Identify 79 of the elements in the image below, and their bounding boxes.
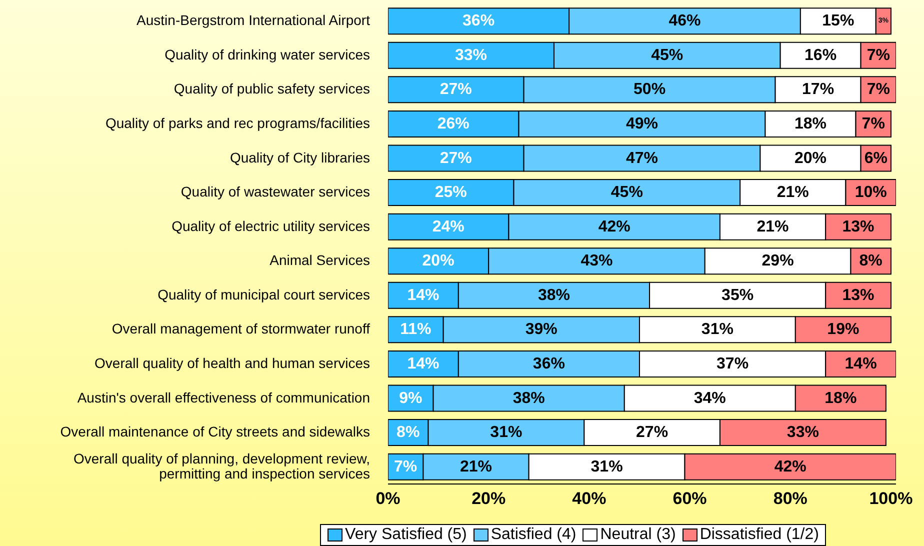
y-tick-label: Animal Services	[270, 252, 370, 268]
y-tick-label: Quality of public safety services	[174, 80, 370, 96]
data-label: 43%	[580, 252, 613, 270]
data-label: 21%	[756, 218, 789, 236]
data-label: 27%	[440, 81, 472, 98]
data-label: 15%	[822, 12, 854, 30]
y-tick-label: Overall maintenance of City streets and sidewalks	[60, 423, 370, 440]
data-label: 13%	[842, 218, 874, 236]
data-label: 45%	[610, 184, 643, 202]
data-label: 38%	[512, 390, 545, 407]
data-label: 20%	[794, 150, 827, 167]
data-label: 31%	[590, 458, 623, 476]
x-tick-label: 60%	[672, 489, 707, 508]
legend-label: Satisfied (4)	[490, 526, 576, 544]
data-label: 38%	[538, 286, 570, 304]
data-label: 49%	[626, 115, 658, 132]
y-tick-label: Austin's overall effectiveness of communication	[77, 388, 370, 405]
y-tick-label: Overall management of stormwater runoff	[112, 320, 370, 336]
x-tick-label: 80%	[773, 489, 808, 508]
data-label: 8%	[396, 424, 420, 442]
data-label: 45%	[651, 46, 684, 64]
y-tick-label: Quality of City libraries	[230, 148, 370, 165]
legend-label: Neutral (3)	[600, 526, 676, 544]
data-label: 21%	[460, 458, 492, 476]
data-label: 27%	[636, 424, 668, 442]
data-label: 18%	[794, 115, 827, 132]
y-tick-label: Quality of drinking water services	[164, 46, 370, 62]
data-label: 8%	[859, 252, 882, 270]
data-label: 39%	[525, 321, 558, 338]
data-label: 7%	[394, 458, 418, 476]
data-label: 6%	[864, 150, 888, 167]
x-tick-label: 100%	[869, 489, 913, 508]
data-label: 47%	[626, 150, 658, 167]
data-label: 21%	[776, 184, 809, 202]
data-label: 9%	[399, 390, 422, 407]
data-label: 29%	[762, 252, 794, 270]
data-label: 14%	[407, 355, 440, 372]
data-label: 35%	[722, 286, 754, 304]
data-label: 14%	[407, 286, 440, 304]
data-label: 31%	[701, 321, 734, 338]
legend-label: Very Satisfied (5)	[345, 526, 467, 544]
data-label: 42%	[598, 218, 630, 236]
y-tick-label: Austin-Bergstrom International Airport	[136, 12, 370, 28]
data-label: 42%	[774, 458, 806, 476]
data-label: 36%	[462, 12, 495, 30]
x-tick-label: 40%	[572, 489, 606, 508]
data-label: 26%	[437, 115, 470, 132]
x-tick-label: 0%	[376, 489, 400, 508]
data-label: 31%	[490, 424, 522, 442]
data-label: 11%	[400, 321, 432, 338]
data-label: 34%	[694, 390, 726, 407]
data-label: 16%	[804, 46, 837, 64]
data-label: 19%	[827, 321, 860, 338]
data-label: 33%	[786, 424, 819, 442]
x-tick-label: 20%	[472, 489, 506, 508]
data-label: 7%	[866, 46, 890, 64]
data-label: 36%	[532, 355, 565, 372]
data-label: 17%	[802, 81, 834, 98]
data-label: 27%	[440, 150, 472, 167]
data-label: 24%	[432, 218, 464, 236]
data-label: 7%	[862, 115, 885, 132]
data-label: 14%	[844, 355, 877, 372]
data-label: 13%	[842, 286, 874, 304]
data-label: 50%	[634, 81, 666, 98]
y-tick-label: Quality of municipal court services	[158, 286, 370, 302]
y-tick-label: Overall quality of health and human services	[94, 354, 370, 371]
data-label: 25%	[434, 184, 467, 202]
data-label: 18%	[824, 390, 857, 407]
y-tick-label: Quality of electric utility services	[172, 218, 370, 234]
data-label: 33%	[454, 46, 488, 64]
y-tick-label: Overall quality of planning, development review, permitting and inspection services	[73, 450, 370, 482]
data-label: 20%	[422, 252, 454, 270]
legend-label: Dissatisfied (1/2)	[700, 526, 819, 544]
data-label: 37%	[716, 355, 749, 372]
data-label: 10%	[854, 184, 887, 202]
data-label: 46%	[668, 12, 701, 30]
data-label: 7%	[866, 81, 890, 98]
y-tick-label: Quality of wastewater services	[180, 183, 370, 200]
y-tick-label: Quality of parks and rec programs/facilities	[105, 114, 370, 131]
